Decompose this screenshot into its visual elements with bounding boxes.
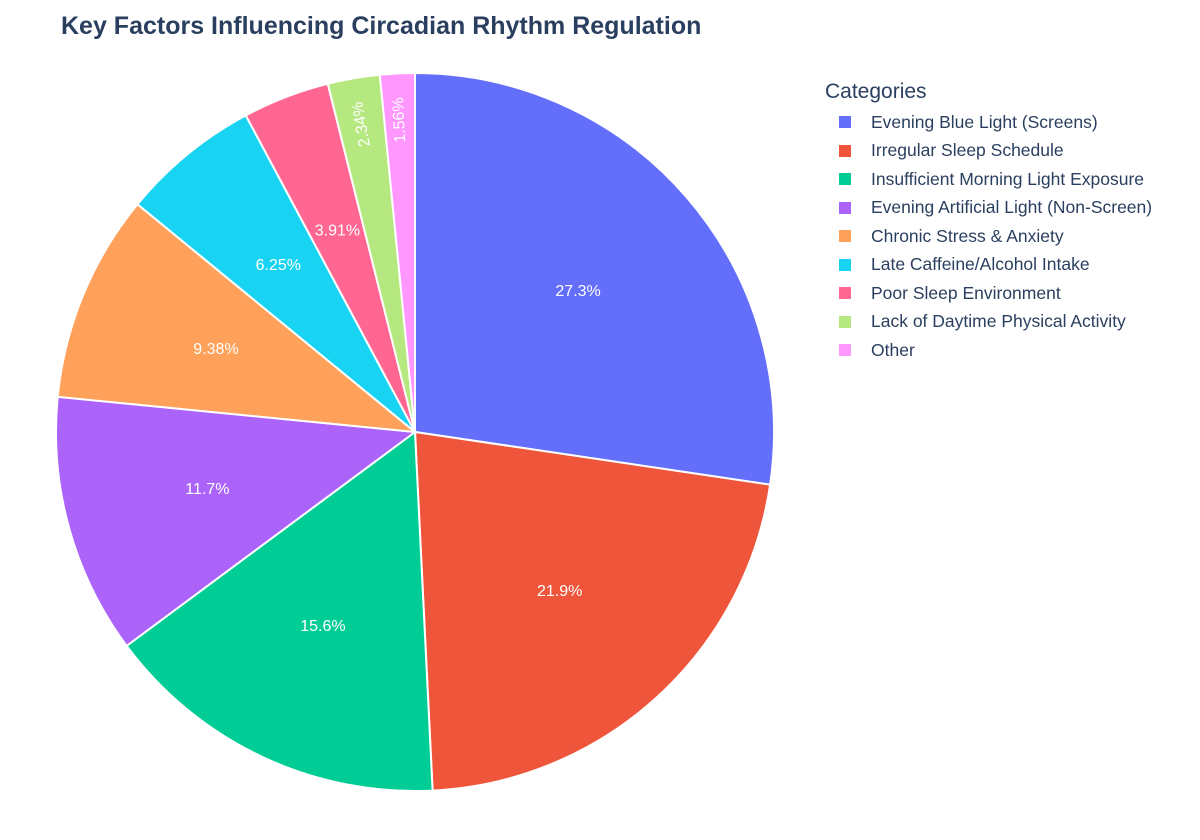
legend-label: Evening Blue Light (Screens) — [871, 111, 1098, 132]
legend-swatch-icon — [839, 258, 851, 271]
slice-percent-label: 9.38% — [193, 341, 238, 358]
legend-swatch-icon — [839, 230, 851, 243]
chart-title: Key Factors Influencing Circadian Rhythm… — [61, 12, 702, 40]
legend-item[interactable]: Evening Blue Light (Screens) — [825, 108, 1152, 137]
legend-item[interactable]: Evening Artificial Light (Non-Screen) — [825, 194, 1152, 223]
pie-slice[interactable] — [378, 71, 416, 433]
legend-label: Evening Artificial Light (Non-Screen) — [871, 197, 1153, 218]
pie-slice[interactable] — [125, 430, 434, 792]
legend-item[interactable]: Irregular Sleep Schedule — [825, 137, 1152, 166]
legend-item[interactable]: Poor Sleep Environment — [825, 279, 1152, 308]
slice-percent-label: 27.3% — [555, 283, 600, 300]
legend-swatch-icon — [839, 201, 851, 214]
slice-percent-label: 11.7% — [185, 481, 229, 498]
legend-label: Insufficient Morning Light Exposure — [871, 168, 1145, 189]
legend-item[interactable]: Other — [825, 336, 1152, 365]
legend-swatch-icon — [839, 173, 851, 186]
legend-swatch-icon — [839, 116, 851, 129]
legend-item[interactable]: Lack of Daytime Physical Activity — [825, 308, 1152, 337]
pie-slice[interactable] — [56, 202, 419, 434]
pie-slice[interactable] — [136, 114, 416, 433]
legend-item[interactable]: Insufficient Morning Light Exposure — [825, 165, 1152, 194]
legend-label: Lack of Daytime Physical Activity — [871, 311, 1126, 332]
slice-percent-label: 21.9% — [537, 583, 582, 600]
legend-label: Irregular Sleep Schedule — [871, 140, 1064, 161]
legend-swatch-icon — [839, 344, 851, 357]
legend-label: Late Caffeine/Alcohol Intake — [871, 254, 1090, 275]
legend-swatch-icon — [839, 315, 851, 328]
legend-swatch-icon — [839, 144, 851, 157]
slice-percent-label: 6.25% — [256, 257, 301, 274]
slice-percent-label: 1.56% — [390, 97, 409, 143]
pie-slice[interactable] — [413, 430, 772, 792]
legend-label: Other — [871, 339, 915, 360]
slice-percent-label: 15.6% — [300, 618, 345, 635]
legend-item[interactable]: Late Caffeine/Alcohol Intake — [825, 251, 1152, 280]
legend-item[interactable]: Chronic Stress & Anxiety — [825, 222, 1152, 251]
legend-swatch-icon — [839, 287, 851, 300]
legend: Categories Evening Blue Light (Screens) I… — [825, 80, 1152, 365]
slice-percent-label: 3.91% — [315, 223, 360, 240]
pie-slice[interactable] — [414, 71, 775, 486]
legend-title: Categories — [825, 80, 927, 103]
pie-slice[interactable] — [55, 395, 418, 648]
legend-label: Chronic Stress & Anxiety — [871, 225, 1064, 246]
legend-label: Poor Sleep Environment — [871, 282, 1061, 303]
